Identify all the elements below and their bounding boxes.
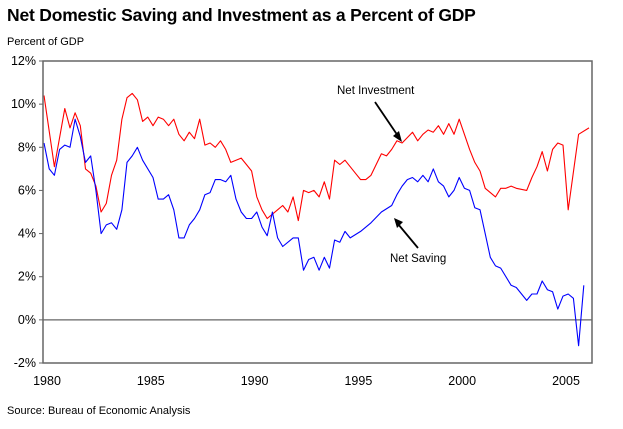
x-tick-label: 2000 (448, 374, 476, 388)
y-tick-label: 2% (18, 270, 36, 284)
plot-frame (42, 60, 593, 364)
chart-title: Net Domestic Saving and Investment as a … (7, 5, 476, 25)
x-tick-label: 1985 (137, 374, 165, 388)
series-line-net-saving (43, 118, 585, 347)
y-tick-label: 8% (18, 140, 36, 154)
y-tick-label: 0% (18, 313, 36, 327)
x-tick-label: 1990 (241, 374, 269, 388)
y-tick-label: 4% (18, 227, 36, 241)
annotation-net-saving: Net Saving (390, 253, 446, 265)
y-axis-label: Percent of GDP (7, 36, 85, 48)
arrow-net-investment (374, 101, 399, 137)
x-tick-label: 2005 (552, 374, 580, 388)
arrow-head-net-saving (394, 218, 403, 228)
x-tick-label: 1995 (344, 374, 372, 388)
annotation-net-investment: Net Investment (337, 85, 415, 97)
x-tick-label: 1980 (33, 374, 61, 388)
y-tick-label: 6% (18, 183, 36, 197)
arrow-head-net-investment (393, 131, 402, 142)
y-tick-label: -2% (14, 356, 36, 370)
source-note: Source: Bureau of Economic Analysis (7, 405, 191, 417)
y-tick-label: 12% (11, 54, 36, 68)
arrow-net-saving (397, 223, 419, 249)
series-line-net-investment (43, 92, 590, 222)
y-tick-label: 10% (11, 97, 36, 111)
